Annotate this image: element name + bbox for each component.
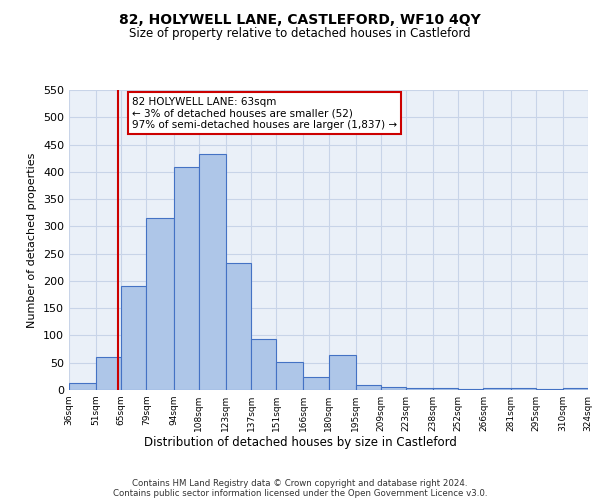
Bar: [251, 338, 276, 390]
Bar: [536, 389, 563, 390]
Y-axis label: Number of detached properties: Number of detached properties: [28, 152, 37, 328]
Bar: [356, 384, 381, 390]
Bar: [511, 388, 536, 390]
Text: 82 HOLYWELL LANE: 63sqm
← 3% of detached houses are smaller (52)
97% of semi-det: 82 HOLYWELL LANE: 63sqm ← 3% of detached…: [132, 96, 397, 130]
Bar: [406, 388, 433, 390]
Bar: [96, 358, 121, 390]
Bar: [69, 384, 96, 390]
Text: Distribution of detached houses by size in Castleford: Distribution of detached houses by size …: [143, 436, 457, 449]
Text: 82, HOLYWELL LANE, CASTLEFORD, WF10 4QY: 82, HOLYWELL LANE, CASTLEFORD, WF10 4QY: [119, 12, 481, 26]
Bar: [458, 389, 484, 390]
Bar: [484, 388, 511, 390]
Bar: [173, 168, 199, 390]
Bar: [146, 218, 173, 390]
Bar: [329, 354, 356, 390]
Bar: [433, 388, 458, 390]
Text: Contains public sector information licensed under the Open Government Licence v3: Contains public sector information licen…: [113, 488, 487, 498]
Text: Size of property relative to detached houses in Castleford: Size of property relative to detached ho…: [129, 28, 471, 40]
Bar: [199, 154, 226, 390]
Bar: [276, 362, 303, 390]
Bar: [303, 377, 329, 390]
Bar: [121, 286, 146, 390]
Bar: [226, 263, 251, 390]
Bar: [563, 388, 588, 390]
Bar: [381, 388, 406, 390]
Text: Contains HM Land Registry data © Crown copyright and database right 2024.: Contains HM Land Registry data © Crown c…: [132, 478, 468, 488]
